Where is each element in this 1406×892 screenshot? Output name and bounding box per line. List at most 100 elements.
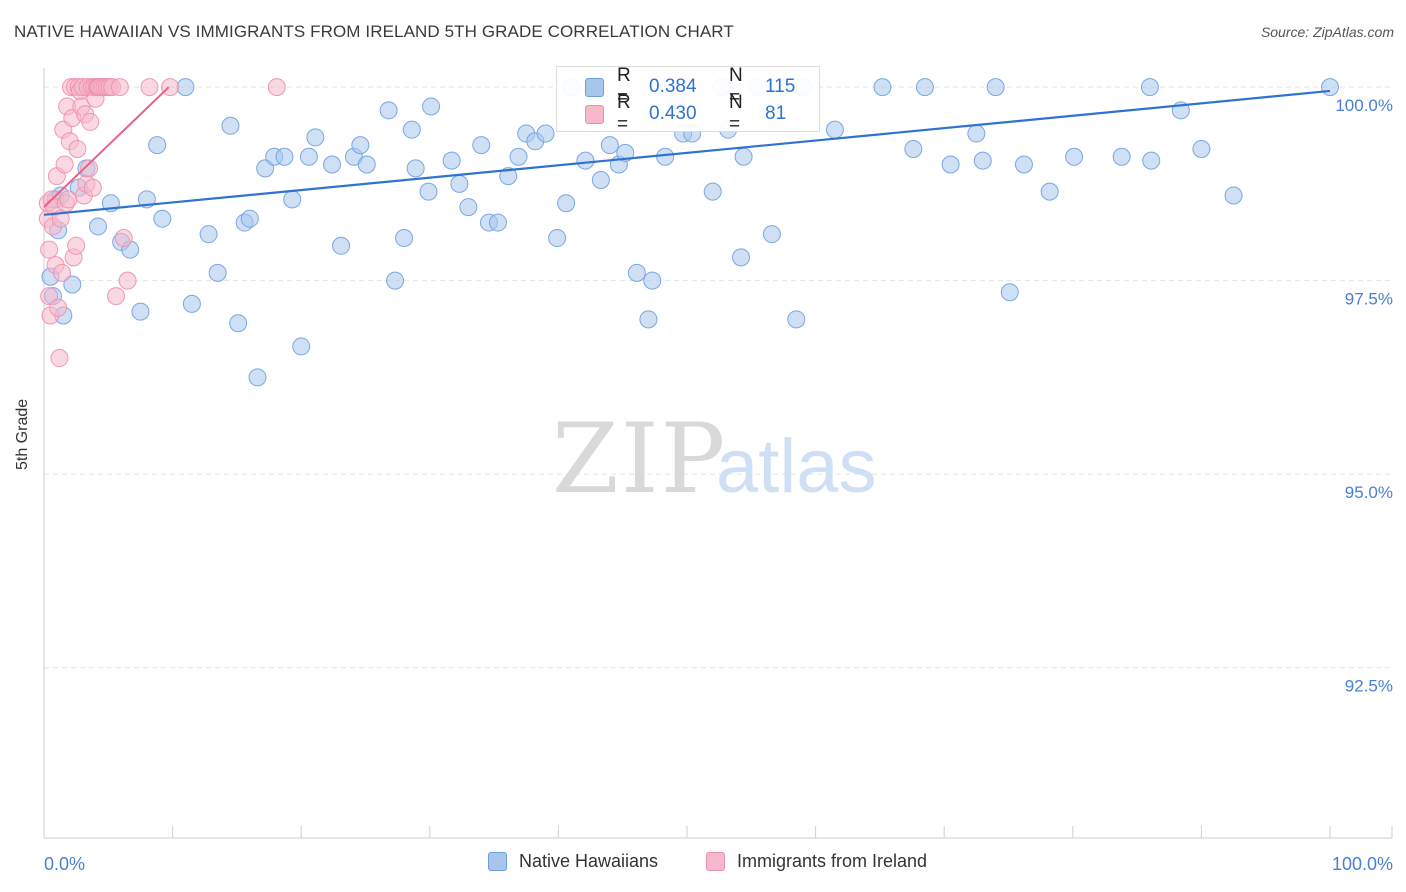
data-point <box>442 151 461 170</box>
data-point <box>306 128 325 147</box>
n-label: N = <box>729 65 743 108</box>
data-point <box>600 136 619 155</box>
data-point <box>89 217 108 236</box>
data-point <box>275 147 294 166</box>
data-point <box>114 229 133 248</box>
x-tick-label: 0.0% <box>44 854 85 874</box>
data-point <box>591 170 610 189</box>
data-point <box>229 314 248 333</box>
data-point <box>548 229 567 248</box>
series-immigrants-ireland <box>38 78 286 368</box>
legend-swatch-pink <box>585 104 604 124</box>
data-point <box>182 294 201 313</box>
legend-item-immigrants-ireland[interactable]: Immigrants from Ireland <box>706 851 927 872</box>
data-point <box>107 287 126 306</box>
data-point <box>148 136 167 155</box>
y-tick-label: 95.0% <box>1345 483 1393 502</box>
data-point <box>459 198 478 217</box>
data-point <box>283 190 302 209</box>
trend-line-immigrants-ireland <box>43 86 170 208</box>
data-point <box>80 159 99 178</box>
trend-lines <box>43 86 1331 216</box>
data-point <box>973 151 992 170</box>
data-point <box>161 78 180 97</box>
data-point <box>732 248 751 267</box>
data-point <box>703 182 722 201</box>
data-point <box>208 263 227 282</box>
r-value: 0.430 <box>649 103 697 124</box>
data-point <box>419 182 438 201</box>
x-tick-label: 100.0% <box>1332 854 1393 874</box>
data-point <box>53 263 72 282</box>
data-point <box>292 337 311 356</box>
legend-label: Native Hawaiians <box>519 851 659 871</box>
data-point <box>656 147 675 166</box>
data-point <box>787 310 806 329</box>
legend-swatch-blue <box>488 852 507 871</box>
data-point <box>1224 186 1243 205</box>
grid-lines <box>44 86 1392 669</box>
data-point <box>1040 182 1059 201</box>
data-point <box>1321 78 1339 97</box>
legend-swatch-blue <box>585 77 604 97</box>
data-point <box>616 143 635 162</box>
data-point <box>153 209 172 228</box>
data-point <box>40 240 59 259</box>
data-point <box>267 78 286 97</box>
data-point <box>472 136 491 155</box>
data-point <box>1192 140 1211 159</box>
y-tick-label: 92.5% <box>1345 677 1393 696</box>
data-point <box>402 120 421 139</box>
data-point <box>499 167 518 186</box>
data-point <box>643 271 662 290</box>
y-tick-labels: 100.0% 97.5% 95.0% 92.5% <box>1335 96 1393 696</box>
data-point <box>873 78 892 97</box>
data-point <box>627 263 646 282</box>
source-credit: Source: ZipAtlas.com <box>1260 24 1394 40</box>
bottom-legend: Native Hawaiians Immigrants from Ireland <box>0 851 1406 879</box>
data-point <box>118 271 137 290</box>
data-point <box>140 78 159 97</box>
r-label: R = <box>617 92 631 135</box>
n-value: 115 <box>765 76 796 97</box>
data-point <box>176 78 195 97</box>
watermark: ZIP atlas <box>552 403 877 515</box>
data-point <box>1065 147 1084 166</box>
data-point <box>351 136 370 155</box>
y-axis-label: 5th Grade <box>14 398 31 470</box>
data-point <box>50 349 69 368</box>
r-label: R = <box>617 65 631 108</box>
data-point <box>332 236 351 255</box>
data-point <box>557 194 576 213</box>
watermark-zip: ZIP <box>552 403 727 515</box>
data-point <box>422 97 441 116</box>
data-point <box>1014 155 1033 174</box>
data-point <box>639 310 658 329</box>
data-point <box>221 116 240 135</box>
data-point <box>49 298 68 317</box>
y-tick-label: 97.5% <box>1345 290 1393 309</box>
data-point <box>323 155 342 174</box>
data-point <box>734 147 753 166</box>
data-point <box>509 147 528 166</box>
data-point <box>488 213 507 232</box>
stats-legend: R = 0.384 N = 115 R = 0.430 N = 81 <box>556 65 820 135</box>
legend-item-native-hawaiians[interactable]: Native Hawaiians <box>488 851 658 872</box>
x-tick-labels: 0.0% 100.0% <box>44 854 1393 874</box>
data-point <box>59 190 78 209</box>
data-point <box>240 209 259 228</box>
data-point <box>967 124 986 143</box>
data-point <box>81 112 100 131</box>
data-point <box>386 271 405 290</box>
data-point <box>248 368 267 387</box>
data-point <box>55 155 74 174</box>
chart-title: NATIVE HAWAIIAN VS IMMIGRANTS FROM IRELA… <box>14 22 734 41</box>
data-point <box>1142 151 1161 170</box>
r-value: 0.384 <box>649 76 697 97</box>
data-point <box>762 225 781 244</box>
data-point <box>67 236 86 255</box>
data-point <box>68 140 87 159</box>
y-tick-label: 100.0% <box>1335 96 1393 115</box>
data-point <box>63 275 82 294</box>
